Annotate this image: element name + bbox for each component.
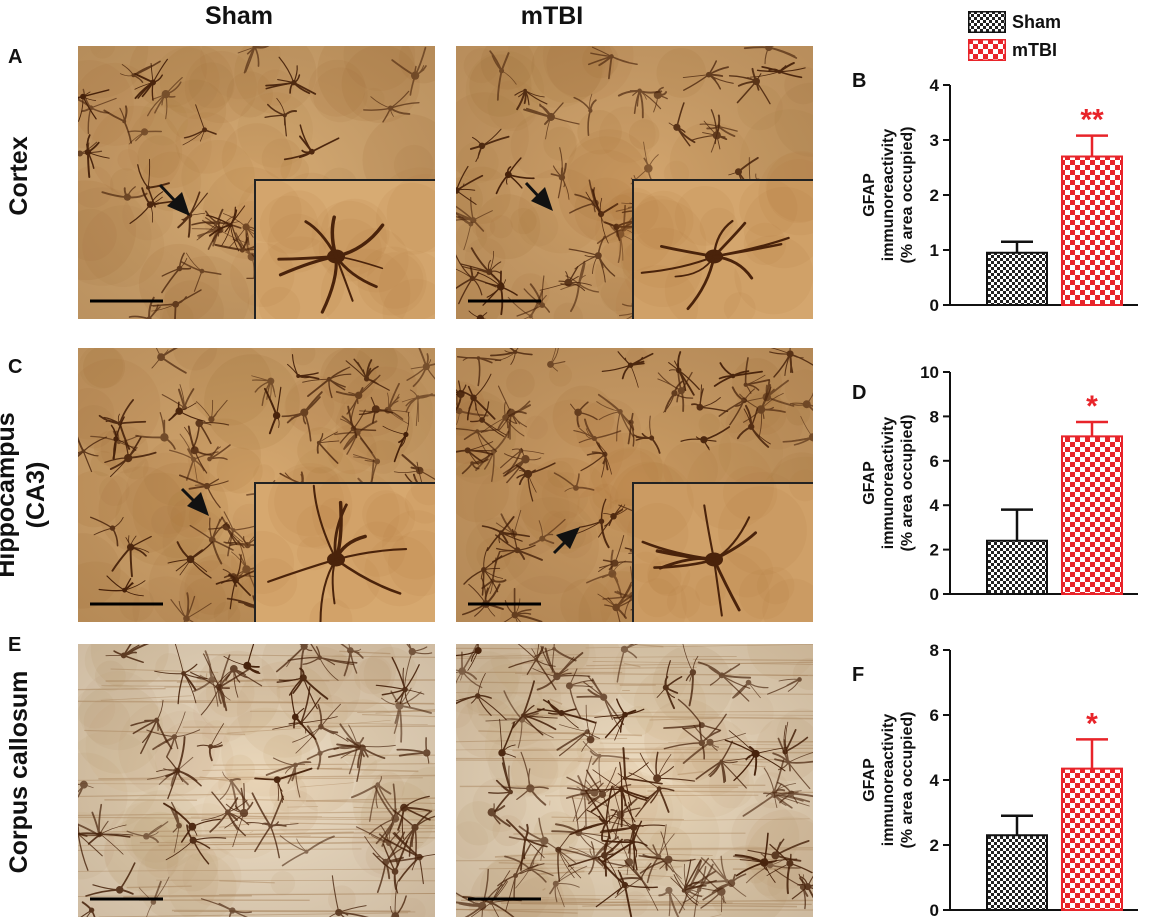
- micrograph-cortex-sham: [78, 46, 435, 319]
- micrograph-cortex-mtbi: [456, 46, 813, 319]
- y-tick-label: 4: [930, 771, 940, 790]
- micrograph-hippocampus-mtbi: [456, 348, 813, 622]
- panel-letter-a: A: [8, 46, 23, 68]
- arrow-icon: [524, 181, 553, 211]
- arrow-icon: [158, 183, 190, 216]
- panel-letter-f: F: [852, 664, 865, 686]
- y-tick-label: 2: [930, 186, 939, 205]
- y-tick-label: 0: [930, 585, 939, 604]
- y-tick-label: 10: [920, 363, 939, 382]
- legend-item-mtbi: mTBI: [968, 39, 1061, 61]
- y-tick-label: 8: [930, 641, 939, 660]
- micrograph-corpus-callosum-sham: [78, 644, 435, 917]
- legend-swatch-mtbi: [968, 39, 1006, 61]
- y-tick-label: 0: [930, 901, 939, 920]
- y-tick-label: 0: [930, 296, 939, 315]
- micrograph-corpus-callosum-mtbi: [456, 644, 813, 917]
- y-tick-label: 2: [930, 836, 939, 855]
- column-header-sham: Sham: [204, 2, 274, 30]
- y-tick-label: 2: [930, 541, 939, 560]
- legend: Sham mTBI: [968, 11, 1061, 61]
- panel-letter-e: E: [8, 634, 22, 656]
- bar-sham: [986, 834, 1048, 911]
- legend-item-sham: Sham: [968, 11, 1061, 33]
- y-tick-label: 1: [930, 241, 939, 260]
- y-axis-label: GFAP immunoreactivity (% area occupied): [861, 127, 916, 264]
- legend-label-mtbi: mTBI: [1012, 39, 1057, 60]
- y-tick-label: 6: [930, 452, 939, 471]
- bar-chart-d: 0 2 4 6 8 10 GFAP immunoreactivity (% area occup…: [861, 363, 1138, 604]
- arrow-icon: [552, 527, 580, 555]
- bar-sham: [986, 251, 1048, 306]
- y-tick-label: 4: [930, 76, 940, 95]
- significance-marker: *: [1086, 707, 1098, 740]
- bar-chart-b: 0 1 2 3 4 GFAP immunoreactivity (% area occupie…: [861, 76, 1138, 315]
- bar-sham: [986, 539, 1048, 595]
- panel-letter-b: B: [852, 70, 867, 92]
- y-tick-label: 8: [930, 407, 939, 426]
- y-tick-label: 4: [930, 496, 940, 515]
- micrograph-hippocampus-sham: [78, 348, 435, 622]
- bar-mtbi: [1061, 435, 1123, 595]
- y-tick-label: 3: [930, 131, 939, 150]
- panel-letter-c: C: [8, 356, 23, 378]
- y-axis-label: GFAP immunoreactivity (% area occupied): [861, 712, 916, 849]
- significance-marker: *: [1086, 390, 1098, 423]
- bar-mtbi: [1061, 767, 1123, 911]
- panel-letter-d: D: [852, 382, 867, 404]
- legend-label-sham: Sham: [1012, 11, 1062, 32]
- bar-chart-f: 0 2 4 6 8 GFAP immunoreactivity (% area occupie…: [861, 641, 1138, 920]
- y-axis-label: GFAP immunoreactivity (% area occupied): [861, 415, 916, 552]
- bar-mtbi: [1061, 155, 1123, 306]
- arrow-icon: [180, 487, 209, 516]
- y-tick-label: 6: [930, 706, 939, 725]
- legend-swatch-sham: [968, 11, 1006, 33]
- column-header-mtbi: mTBI: [520, 2, 584, 30]
- significance-marker: **: [1080, 104, 1104, 137]
